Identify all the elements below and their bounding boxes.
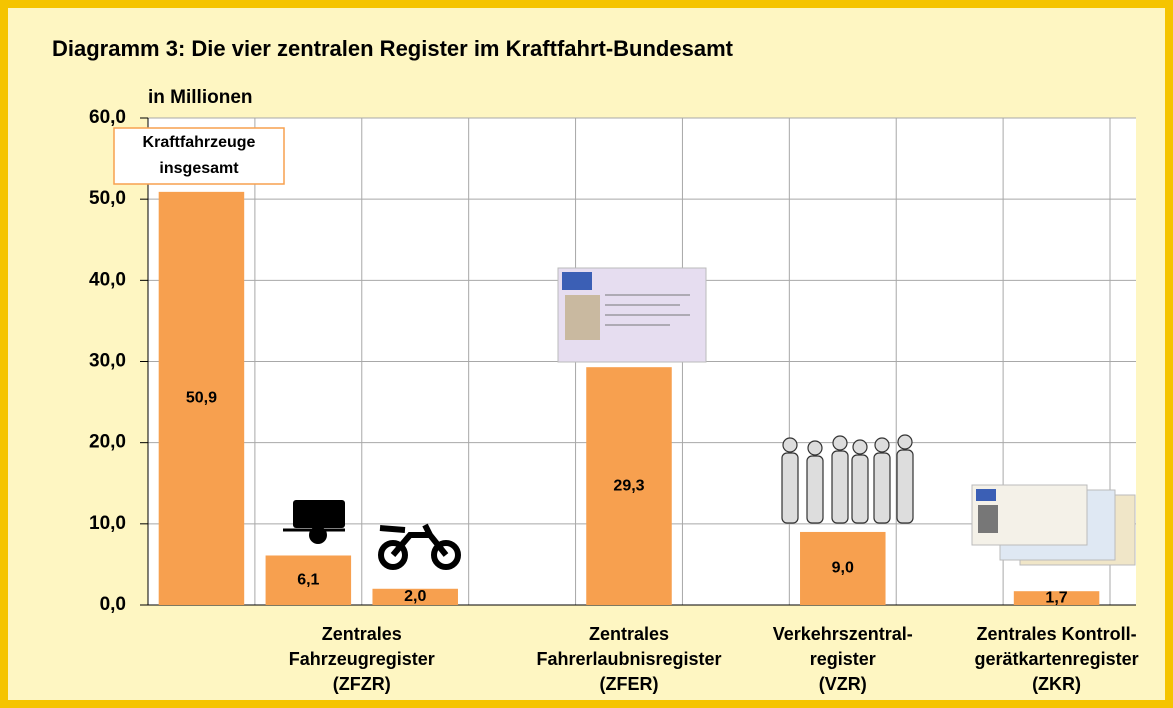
y-tick-label: 40,0 [89, 269, 126, 290]
x-tick-label: Verkehrszentral- [773, 624, 913, 644]
chart-title: Diagramm 3: Die vier zentralen Register … [52, 36, 734, 61]
chart: Diagramm 3: Die vier zentralen Register … [0, 0, 1173, 708]
x-tick-label: Zentrales [322, 624, 402, 644]
value-label: 29,3 [613, 477, 644, 494]
value-label: 6,1 [297, 571, 319, 588]
y-tick-label: 10,0 [89, 513, 126, 534]
x-tick-label: Zentrales Kontroll- [977, 624, 1137, 644]
x-tick-label: Fahrzeugregister [289, 649, 435, 669]
value-label: 1,7 [1045, 589, 1067, 606]
x-tick-label: (ZKR) [1032, 674, 1081, 694]
x-tick-label: register [810, 649, 876, 669]
value-label: 9,0 [832, 560, 854, 577]
y-tick-label: 0,0 [100, 594, 126, 615]
annotation: insgesamt [159, 160, 239, 177]
value-label: 50,9 [186, 390, 217, 407]
license-card-icon [558, 268, 706, 362]
x-tick-label: (ZFER) [600, 674, 659, 694]
y-tick-label: 20,0 [89, 432, 126, 453]
y-tick-label: 50,0 [89, 188, 126, 209]
y-axis-label: in Millionen [148, 87, 253, 108]
x-tick-label: Fahrerlaubnisregister [536, 649, 721, 669]
x-tick-label: (ZFZR) [333, 674, 391, 694]
annotation: Kraftfahrzeuge [143, 134, 256, 151]
x-tick-label: Zentrales [589, 624, 669, 644]
x-tick-label: gerätkartenregister [975, 649, 1139, 669]
value-label: 2,0 [404, 588, 426, 605]
y-tick-label: 60,0 [89, 107, 126, 128]
y-tick-label: 30,0 [89, 351, 126, 372]
x-tick-label: (VZR) [819, 674, 867, 694]
